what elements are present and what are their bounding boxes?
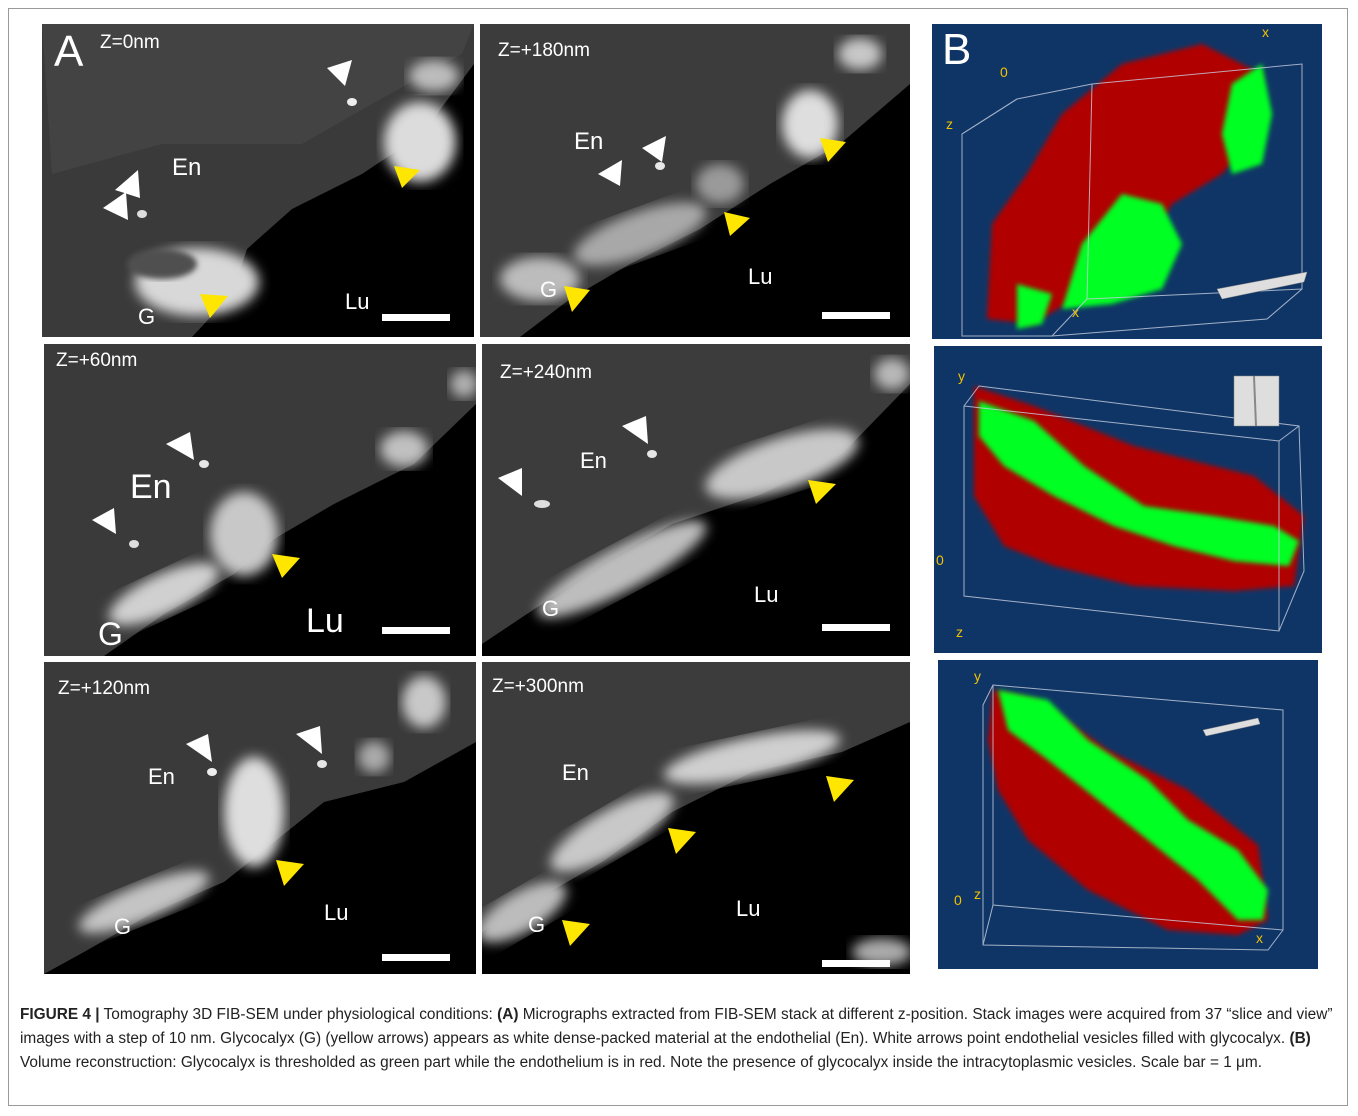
caption-a-label: (A) (497, 1006, 519, 1023)
glycocalyx-arrow (272, 554, 300, 578)
z-position-label: Z=+120nm (58, 678, 150, 699)
glycocalyx-label: G (114, 914, 132, 939)
vesicle-arrow (642, 136, 666, 162)
scale-bar (822, 624, 890, 631)
caption-b-label: (B) (1289, 1030, 1311, 1047)
caption-b-text: Volume reconstruction: Glycocalyx is thr… (20, 1054, 1263, 1071)
figure-label: FIGURE 4 | (20, 1006, 100, 1023)
lumen-label: Lu (324, 900, 349, 925)
endothelium-label: En (130, 468, 172, 506)
axis-label-origin: 0 (1000, 64, 1008, 80)
reconstruction-view-1: B x 0 z x (932, 24, 1322, 339)
lumen-label: Lu (736, 896, 761, 921)
micrograph-z300: Z=+300nm En Lu G (482, 662, 910, 974)
axis-label-x: x (1256, 930, 1263, 946)
arrow-overlay (103, 60, 420, 318)
glycocalyx-label: G (528, 912, 546, 937)
glycocalyx-arrow (394, 166, 420, 188)
micrograph-z60: Z=+60nm En Lu G (44, 344, 476, 656)
arrow-overlay (92, 432, 300, 578)
arrow-overlay (564, 136, 846, 312)
micrograph-z240: Z=+240nm En Lu G (482, 344, 910, 656)
arrow-overlay (498, 416, 836, 504)
glycocalyx-arrow (668, 828, 696, 854)
axis-label-z: z (956, 624, 963, 640)
arrow-overlay (562, 776, 854, 946)
figure-caption: FIGURE 4 | Tomography 3D FIB-SEM under p… (20, 1003, 1338, 1075)
micrograph-z0: A Z=0nm En Lu G (42, 24, 474, 337)
endothelium-label: En (580, 448, 607, 473)
scale-bar (822, 312, 890, 319)
z-position-label: Z=0nm (100, 32, 160, 53)
micrograph-z120: Z=+120nm En Lu G (44, 662, 476, 974)
vesicle-arrow (92, 508, 116, 534)
panel-b-letter: B (942, 25, 972, 74)
vesicle-arrow (327, 60, 352, 86)
glycocalyx-label: G (138, 304, 156, 329)
reconstruction-view-2: y 0 z (934, 346, 1322, 653)
glycocalyx-arrow (562, 920, 590, 946)
panel-a-letter: A (54, 27, 84, 76)
axis-label-x: x (1262, 24, 1269, 40)
vesicle-arrow (622, 416, 648, 444)
z-position-label: Z=+180nm (498, 40, 590, 61)
glycocalyx-label: G (540, 277, 558, 302)
vesicle-arrow (296, 726, 322, 754)
scale-bar (382, 314, 450, 321)
axis-label-origin: 0 (954, 892, 962, 908)
lumen-label: Lu (345, 289, 370, 314)
axis-label-origin: 0 (936, 552, 944, 568)
arrow-overlay (186, 726, 322, 886)
micrograph-z180: Z=+180nm En Lu G (480, 24, 910, 337)
glycocalyx-arrow (724, 212, 750, 236)
glycocalyx-arrow (808, 480, 836, 504)
axis-label-z: z (946, 116, 953, 132)
glycocalyx-arrow (276, 860, 304, 886)
axis-label-x: x (1072, 304, 1079, 320)
lumen-label: Lu (748, 264, 773, 289)
figure-frame (8, 8, 1348, 1106)
glycocalyx-label: G (98, 616, 123, 652)
z-position-label: Z=+300nm (492, 676, 584, 697)
axis-label-z: z (974, 886, 981, 902)
vesicle-arrow (598, 160, 622, 186)
z-position-label: Z=+240nm (500, 362, 592, 383)
vesicle-arrow (103, 192, 128, 220)
scale-bar (382, 954, 450, 961)
scale-bar (382, 627, 450, 634)
glycocalyx-arrow (820, 138, 846, 162)
caption-intro: Tomography 3D FIB-SEM under physiologica… (99, 1006, 498, 1023)
z-position-label: Z=+60nm (56, 350, 138, 371)
axis-label-y: y (958, 368, 965, 384)
glycocalyx-arrow (200, 294, 228, 318)
lumen-label: Lu (754, 582, 779, 607)
endothelium-label: En (574, 128, 604, 155)
endothelium-label: En (562, 760, 589, 785)
endothelium-label: En (172, 154, 202, 181)
vesicle-arrow (498, 468, 522, 496)
vesicle-arrow (115, 170, 140, 198)
caption-a-text: Micrographs extracted from FIB-SEM stack… (20, 1006, 1333, 1047)
scale-bar (822, 960, 890, 967)
vesicle-arrow (186, 734, 212, 762)
vesicle-arrow (166, 432, 194, 460)
lumen-label: Lu (306, 602, 344, 640)
glycocalyx-arrow (564, 286, 590, 312)
glycocalyx-arrow (826, 776, 854, 802)
endothelium-label: En (148, 764, 175, 789)
axis-label-y: y (974, 668, 981, 684)
reconstruction-view-3: y 0 z x (938, 660, 1318, 969)
glycocalyx-label: G (542, 596, 560, 621)
